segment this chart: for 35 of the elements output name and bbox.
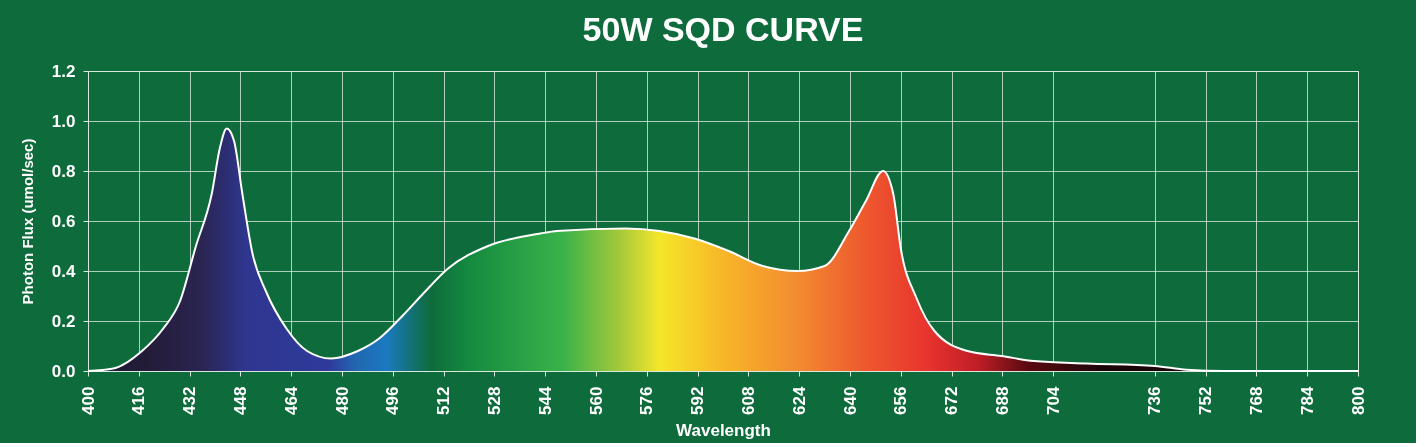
x-tick-label: 576: [637, 386, 657, 415]
x-tick-label: 512: [434, 386, 454, 415]
x-tick-label: 624: [789, 385, 809, 415]
x-tick-label: 704: [1043, 385, 1063, 415]
x-tick-label: 656: [891, 386, 911, 415]
x-tick-label: 752: [1196, 386, 1216, 415]
x-tick-label: 400: [78, 386, 98, 415]
x-tick-label: 672: [942, 386, 962, 415]
y-tick-label: 0.4: [51, 261, 77, 281]
x-tick-label: 736: [1145, 386, 1165, 415]
x-tick-label: 560: [586, 386, 606, 415]
x-axis-title: Wavelength: [676, 420, 771, 440]
x-tick-label: 640: [840, 386, 860, 415]
x-tick-label: 688: [992, 386, 1012, 415]
x-tick-label: 544: [535, 385, 555, 415]
y-axis-title: Photon Flux (umol/sec): [18, 138, 36, 305]
x-tick-label: 464: [281, 385, 301, 415]
y-tick-label: 0.0: [51, 361, 76, 381]
y-tick-label: 1.0: [51, 111, 76, 131]
x-tick-label: 448: [230, 386, 250, 415]
x-tick-label: 784: [1297, 385, 1317, 415]
y-tick-label: 1.2: [51, 61, 76, 81]
chart-title: 50W SQD CURVE: [582, 10, 864, 48]
x-tick-label: 608: [738, 386, 758, 415]
y-tick-label: 0.8: [51, 161, 76, 181]
x-tick-label: 496: [383, 386, 403, 415]
x-tick-label: 416: [129, 386, 149, 415]
x-tick-label: 528: [484, 386, 504, 415]
y-tick-label: 0.6: [51, 211, 76, 231]
y-tick-label: 0.2: [51, 311, 76, 331]
x-tick-label: 592: [688, 386, 708, 415]
x-tick-label: 800: [1348, 386, 1368, 415]
x-tick-label: 768: [1246, 386, 1266, 415]
x-tick-label: 480: [332, 386, 352, 415]
x-tick-label: 432: [180, 386, 200, 415]
